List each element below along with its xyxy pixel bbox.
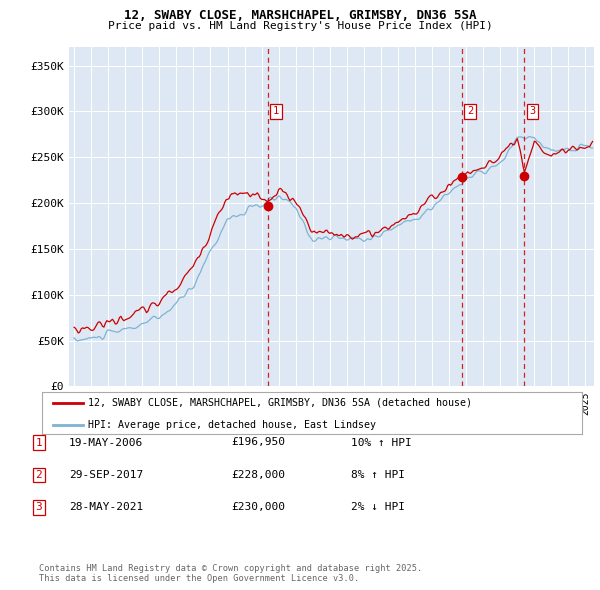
Text: 3: 3	[529, 106, 535, 116]
Text: £228,000: £228,000	[231, 470, 285, 480]
Text: 2% ↓ HPI: 2% ↓ HPI	[351, 503, 405, 512]
Text: 12, SWABY CLOSE, MARSHCHAPEL, GRIMSBY, DN36 5SA (detached house): 12, SWABY CLOSE, MARSHCHAPEL, GRIMSBY, D…	[88, 398, 472, 408]
Text: 1: 1	[35, 438, 43, 447]
Text: 3: 3	[35, 503, 43, 512]
Text: 28-MAY-2021: 28-MAY-2021	[69, 503, 143, 512]
Text: 12, SWABY CLOSE, MARSHCHAPEL, GRIMSBY, DN36 5SA: 12, SWABY CLOSE, MARSHCHAPEL, GRIMSBY, D…	[124, 9, 476, 22]
Text: 1: 1	[273, 106, 279, 116]
Text: 29-SEP-2017: 29-SEP-2017	[69, 470, 143, 480]
Text: £230,000: £230,000	[231, 503, 285, 512]
Text: 19-MAY-2006: 19-MAY-2006	[69, 438, 143, 447]
Text: 2: 2	[467, 106, 473, 116]
Text: HPI: Average price, detached house, East Lindsey: HPI: Average price, detached house, East…	[88, 419, 376, 430]
Text: 2: 2	[35, 470, 43, 480]
Text: £196,950: £196,950	[231, 438, 285, 447]
Text: 8% ↑ HPI: 8% ↑ HPI	[351, 470, 405, 480]
Text: Contains HM Land Registry data © Crown copyright and database right 2025.
This d: Contains HM Land Registry data © Crown c…	[39, 563, 422, 583]
Text: Price paid vs. HM Land Registry's House Price Index (HPI): Price paid vs. HM Land Registry's House …	[107, 21, 493, 31]
Text: 10% ↑ HPI: 10% ↑ HPI	[351, 438, 412, 447]
